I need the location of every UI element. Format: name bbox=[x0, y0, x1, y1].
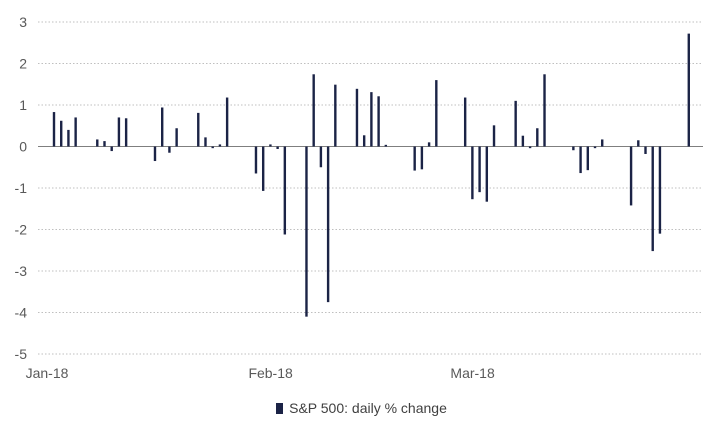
bar bbox=[492, 125, 496, 147]
y-tick-label: -3 bbox=[15, 263, 28, 279]
bar bbox=[96, 139, 99, 147]
x-tick-label: Feb-18 bbox=[248, 365, 293, 381]
legend-swatch bbox=[276, 403, 284, 414]
bar bbox=[168, 146, 171, 153]
bar bbox=[269, 144, 272, 147]
y-tick-label: 1 bbox=[19, 97, 27, 113]
bar bbox=[543, 74, 546, 147]
bar bbox=[593, 146, 597, 149]
y-axis-tick-labels: 3 2 1 0 -1 -2 -3 -4 -5 bbox=[15, 14, 28, 362]
y-tick-label: -5 bbox=[15, 346, 28, 362]
bar bbox=[67, 129, 70, 147]
bar bbox=[254, 146, 258, 174]
bar bbox=[651, 146, 654, 252]
bar bbox=[305, 146, 308, 317]
bar bbox=[124, 118, 128, 147]
bar bbox=[413, 146, 416, 171]
y-tick-label: -1 bbox=[15, 180, 28, 196]
bar bbox=[197, 112, 200, 147]
bar bbox=[74, 117, 77, 147]
bar bbox=[384, 144, 388, 147]
bar bbox=[283, 146, 287, 235]
bar bbox=[514, 100, 517, 147]
bar bbox=[334, 84, 337, 147]
bar bbox=[435, 80, 438, 147]
bar bbox=[485, 146, 489, 202]
bar bbox=[644, 146, 647, 154]
bar bbox=[521, 135, 525, 147]
bar bbox=[110, 146, 113, 152]
y-tick-label: 2 bbox=[19, 56, 27, 72]
bar bbox=[175, 128, 178, 147]
bar bbox=[601, 139, 604, 147]
bar bbox=[211, 146, 214, 149]
x-tick-label: Mar-18 bbox=[450, 365, 495, 381]
y-tick-label: 3 bbox=[19, 14, 27, 30]
bar bbox=[355, 88, 359, 147]
bar bbox=[60, 120, 63, 147]
bar bbox=[225, 97, 229, 147]
bar bbox=[471, 146, 474, 200]
bar bbox=[52, 112, 56, 147]
bar bbox=[420, 146, 424, 170]
bar bbox=[117, 117, 121, 147]
bar bbox=[463, 97, 467, 147]
bar bbox=[637, 140, 640, 147]
bar bbox=[687, 33, 690, 147]
bar bbox=[572, 146, 575, 151]
bar bbox=[579, 146, 582, 174]
y-tick-label: 0 bbox=[19, 139, 27, 155]
y-tick-label: -2 bbox=[15, 222, 28, 238]
bar bbox=[536, 128, 539, 147]
bar bbox=[103, 141, 106, 147]
x-tick-label: Jan-18 bbox=[26, 365, 69, 381]
bar bbox=[658, 146, 662, 234]
gridlines bbox=[38, 21, 703, 355]
bar bbox=[276, 146, 279, 149]
bar bbox=[261, 146, 265, 191]
bar bbox=[319, 146, 323, 168]
bar bbox=[586, 146, 589, 171]
y-tick-label: -4 bbox=[15, 305, 28, 321]
bar bbox=[312, 74, 315, 147]
bar-series bbox=[52, 33, 690, 317]
bar bbox=[427, 142, 431, 147]
bar bbox=[153, 146, 157, 162]
bar bbox=[377, 96, 380, 147]
legend-label: S&P 500: daily % change bbox=[289, 400, 447, 416]
legend: S&P 500: daily % change bbox=[0, 400, 723, 416]
bar bbox=[218, 144, 222, 147]
bar bbox=[528, 146, 532, 149]
bar bbox=[362, 135, 366, 147]
x-axis-tick-labels: Jan-18 Feb-18 Mar-18 bbox=[26, 365, 495, 381]
bar bbox=[326, 146, 330, 303]
bar bbox=[204, 137, 207, 147]
bar bbox=[478, 146, 481, 193]
bar bbox=[370, 92, 373, 147]
bar bbox=[161, 107, 164, 147]
bar bbox=[629, 146, 633, 206]
